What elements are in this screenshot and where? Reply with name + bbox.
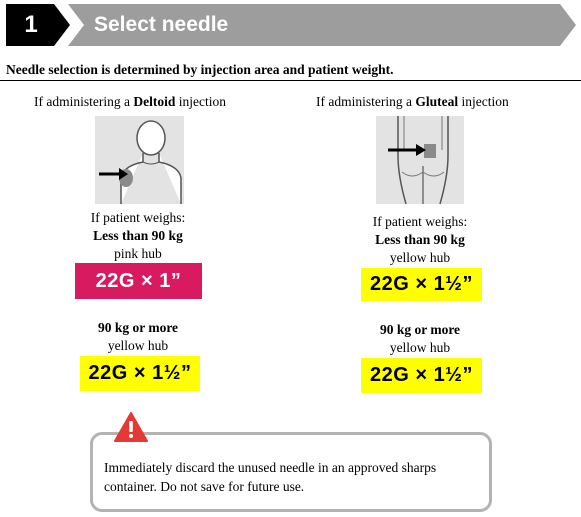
step-number: 1 <box>24 11 38 38</box>
divider <box>0 80 581 81</box>
deltoid-option1-weight: Less than 90 kg <box>93 228 183 243</box>
step-number-tab <box>6 4 70 46</box>
deltoid-option2-needle: 22G × 1½” <box>80 356 200 391</box>
warning-triangle-icon <box>114 412 148 442</box>
deltoid-option1-hub: pink hub <box>114 246 162 261</box>
deltoid-illustration <box>95 116 184 204</box>
gluteal-illustration <box>376 116 464 204</box>
gluteal-weighs-label: If patient weighs: <box>372 214 468 229</box>
deltoid-option2-weight: 90 kg or more <box>97 320 179 335</box>
gluteal-option1-needle: 22G × 1½” <box>361 268 482 301</box>
deltoid-option1-needle: 22G × 1” <box>75 263 202 299</box>
deltoid-heading: If administering a Deltoid injection <box>34 94 226 109</box>
gluteal-option1-hub: yellow hub <box>389 250 451 265</box>
gluteal-option1-weight: Less than 90 kg <box>375 232 465 247</box>
warning-box <box>90 432 492 512</box>
gluteal-heading: If administering a Gluteal injection <box>316 94 509 109</box>
gluteal-option2-needle: 22G × 1½” <box>361 358 482 393</box>
gluteal-option2-weight: 90 kg or more <box>379 322 461 337</box>
deltoid-weighs-label: If patient weighs: <box>90 210 186 225</box>
warning-text: Immediately discard the unused needle in… <box>104 460 437 494</box>
intro-text: Needle selection is determined by inject… <box>6 62 394 77</box>
gluteal-option2-hub: yellow hub <box>389 340 451 355</box>
step-header-bar <box>68 4 576 46</box>
deltoid-option2-hub: yellow hub <box>107 338 169 353</box>
step-title: Select needle <box>94 13 229 36</box>
